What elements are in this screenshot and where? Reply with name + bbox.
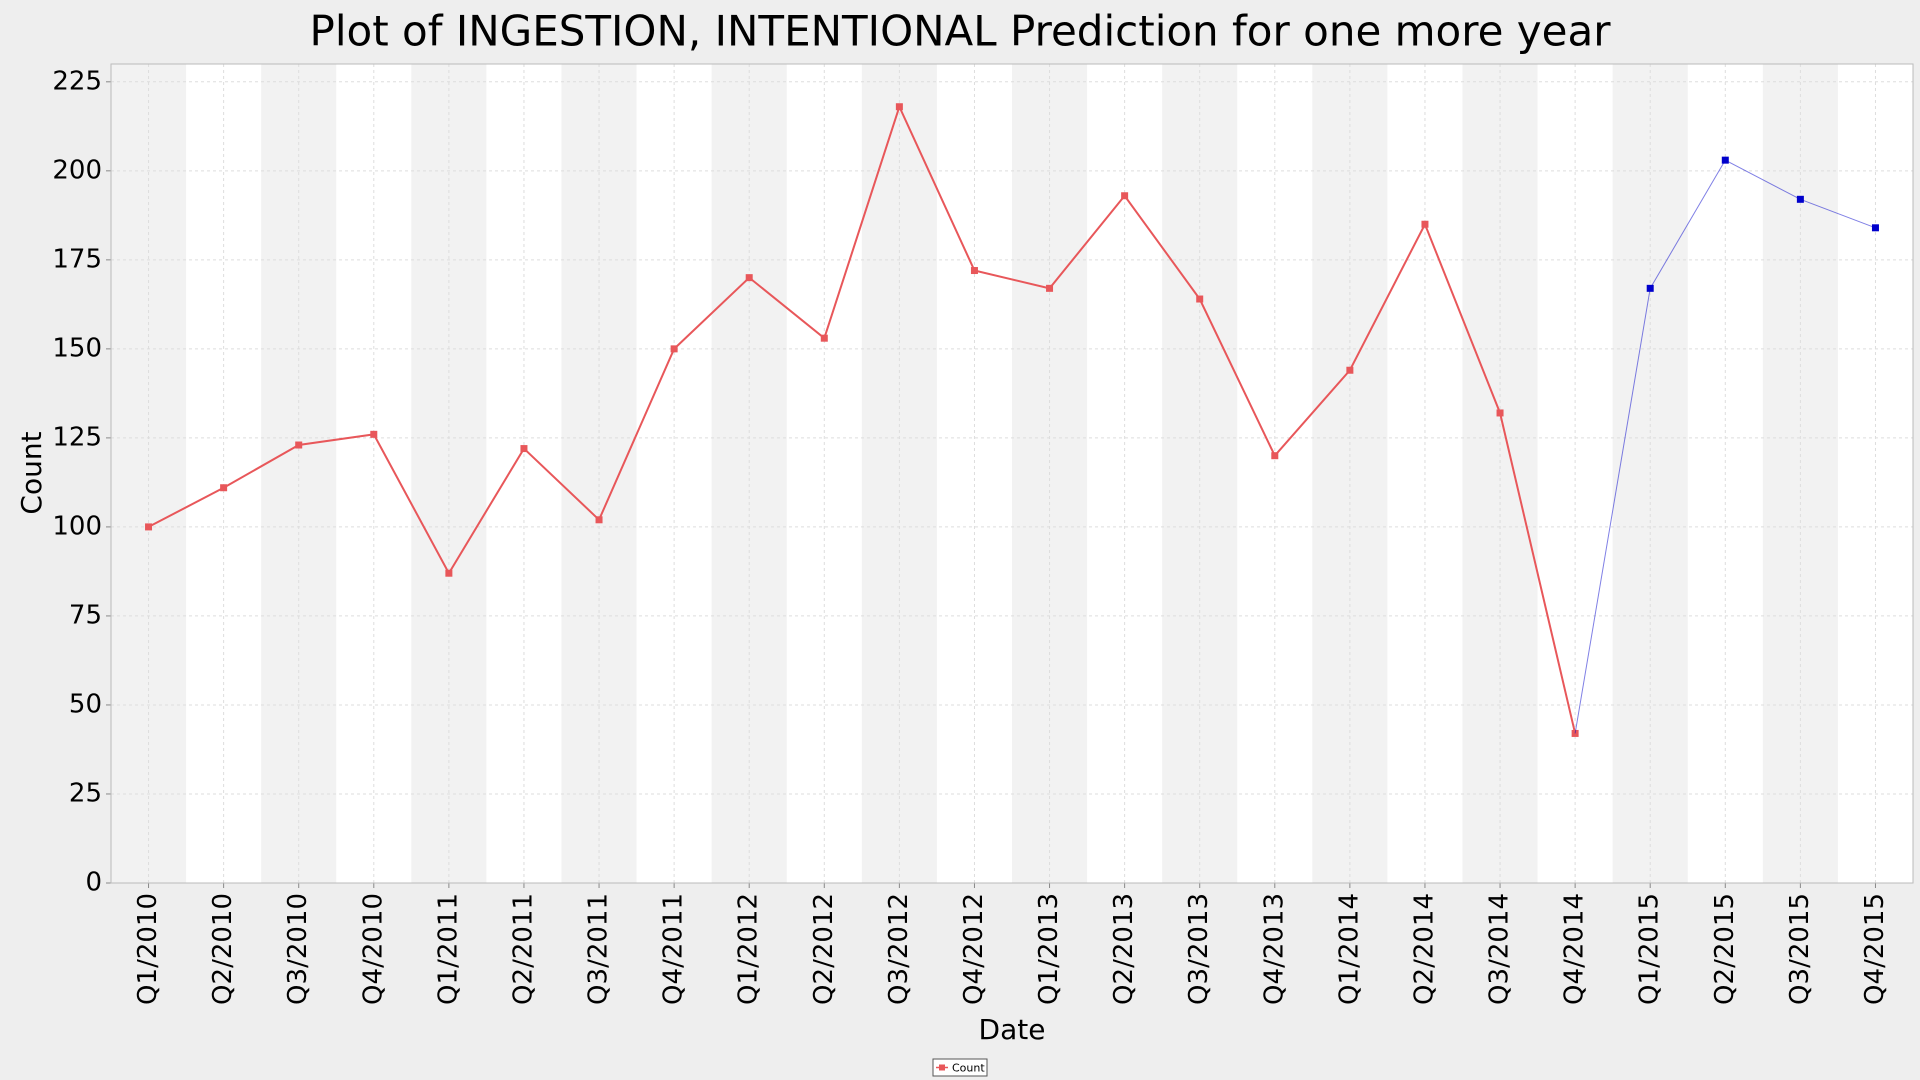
data-point xyxy=(1346,366,1354,374)
x-tick-label: Q4/2013 xyxy=(1259,893,1289,1005)
data-point xyxy=(1646,284,1654,292)
y-tick-label: 25 xyxy=(69,778,102,808)
data-point xyxy=(820,334,828,342)
data-point xyxy=(295,441,303,449)
x-tick-label: Q3/2012 xyxy=(884,893,914,1005)
y-tick-label: 75 xyxy=(69,600,102,630)
series-connector xyxy=(1574,288,1651,734)
y-tick-label: 125 xyxy=(52,422,102,452)
y-tick-label: 0 xyxy=(85,868,102,898)
y-tick-label: 200 xyxy=(52,155,102,185)
legend: Count xyxy=(932,1058,988,1077)
series-line xyxy=(148,103,1577,734)
y-tick-label: 100 xyxy=(52,511,102,541)
y-tick-label: 150 xyxy=(52,333,102,363)
x-tick-label: Q4/2014 xyxy=(1560,893,1590,1005)
y-tick-label: 175 xyxy=(52,244,102,274)
x-tick-label: Q3/2011 xyxy=(584,893,614,1005)
x-tick-label: Q3/2015 xyxy=(1785,893,1815,1005)
y-tick-label: 50 xyxy=(69,689,102,719)
x-tick-label: Q2/2011 xyxy=(508,893,538,1005)
data-point xyxy=(1121,192,1129,200)
x-tick-label: Q3/2014 xyxy=(1485,893,1515,1005)
x-tick-label: Q1/2010 xyxy=(133,893,163,1005)
y-axis-label: Count xyxy=(15,431,48,514)
x-tick-label: Q2/2013 xyxy=(1109,893,1139,1005)
x-tick-label: Q3/2010 xyxy=(283,893,313,1005)
data-point xyxy=(1046,284,1054,292)
x-tick-label: Q1/2014 xyxy=(1334,893,1364,1005)
data-point xyxy=(1271,452,1279,460)
data-point xyxy=(145,523,153,531)
x-tick-label: Q1/2012 xyxy=(734,893,764,1005)
data-point xyxy=(745,274,753,282)
x-tick-label: Q1/2013 xyxy=(1034,893,1064,1005)
x-tick-label: Q4/2012 xyxy=(959,893,989,1005)
x-tick-label: Q4/2011 xyxy=(659,893,689,1005)
data-point xyxy=(895,103,903,111)
data-point xyxy=(370,430,378,438)
x-axis-label: Date xyxy=(979,1013,1046,1046)
x-tick-label: Q1/2015 xyxy=(1635,893,1665,1005)
x-tick-label: Q2/2014 xyxy=(1409,893,1439,1005)
data-point xyxy=(445,569,453,577)
x-tick-label: Q2/2015 xyxy=(1710,893,1740,1005)
x-tick-label: Q2/2012 xyxy=(809,893,839,1005)
data-point xyxy=(670,345,678,353)
legend-label: Count xyxy=(952,1062,985,1075)
data-point xyxy=(1421,220,1429,228)
x-tick-label: Q2/2010 xyxy=(208,893,238,1005)
legend-box xyxy=(932,1058,988,1077)
chart-title: Plot of INGESTION, INTENTIONAL Predictio… xyxy=(310,7,1612,56)
x-tick-label: Q3/2013 xyxy=(1184,893,1214,1005)
data-point xyxy=(1796,195,1804,203)
x-tick-label: Q4/2010 xyxy=(358,893,388,1005)
data-point xyxy=(1196,295,1204,303)
data-point xyxy=(1871,224,1879,232)
data-point xyxy=(1496,409,1504,417)
data-point xyxy=(520,445,528,453)
data-point xyxy=(1721,156,1729,164)
data-point xyxy=(970,267,978,275)
data-point xyxy=(220,484,228,492)
x-tick-label: Q4/2015 xyxy=(1860,893,1890,1005)
legend-marker xyxy=(939,1064,945,1071)
y-tick-label: 225 xyxy=(52,66,102,96)
series-line xyxy=(1649,159,1876,289)
x-tick-label: Q1/2011 xyxy=(433,893,463,1005)
plot-border xyxy=(110,63,1914,884)
data-point xyxy=(595,516,603,524)
